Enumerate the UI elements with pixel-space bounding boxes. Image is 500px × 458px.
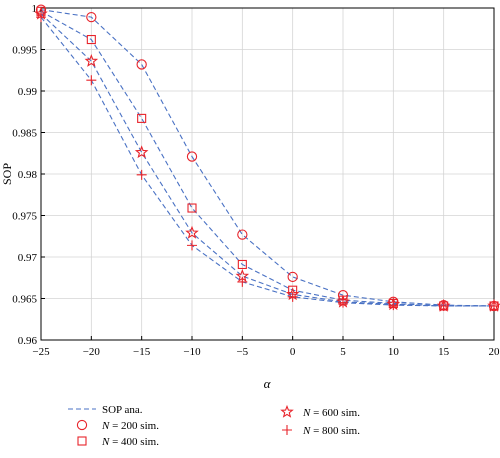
y-tick-label: 0.975 (12, 211, 37, 223)
y-tick-label: 0.965 (12, 294, 37, 306)
legend-label-2: N = 600 sim. (302, 407, 360, 419)
y-tick-label: 0.99 (18, 86, 38, 98)
legend-marker-square (78, 437, 86, 445)
legend-label-0: N = 200 sim. (101, 420, 159, 432)
y-axis-label: SOP (0, 163, 14, 185)
y-tick-label: 0.995 (12, 45, 37, 57)
y-tick-label: 0.97 (18, 252, 38, 264)
legend-marker-plus (282, 425, 292, 435)
legend-marker-star (282, 406, 293, 416)
legend-analytic-label: SOP ana. (102, 404, 143, 416)
x-tick-label: 10 (388, 346, 400, 358)
y-tick-label: 0.98 (18, 169, 38, 181)
legend: SOP ana. N = 200 sim. N = 400 sim. N = 600 … (68, 404, 360, 448)
x-tick-label: −20 (83, 346, 101, 358)
x-tick-label: −25 (32, 346, 50, 358)
y-tick-label: 0.96 (18, 335, 38, 347)
x-tick-label: −5 (236, 346, 248, 358)
x-axis-label: α (264, 376, 272, 391)
x-tick-label: −15 (133, 346, 151, 358)
x-tick-label: 0 (290, 346, 296, 358)
legend-marker-circle (77, 420, 86, 429)
x-tick-label: 20 (489, 346, 500, 358)
legend-label-3: N = 800 sim. (302, 425, 360, 437)
y-tick-label: 0.985 (12, 128, 37, 140)
x-tick-label: −10 (183, 346, 201, 358)
x-tick-label: 15 (438, 346, 450, 358)
legend-label-1: N = 400 sim. (101, 436, 159, 448)
x-tick-label: 5 (340, 346, 346, 358)
